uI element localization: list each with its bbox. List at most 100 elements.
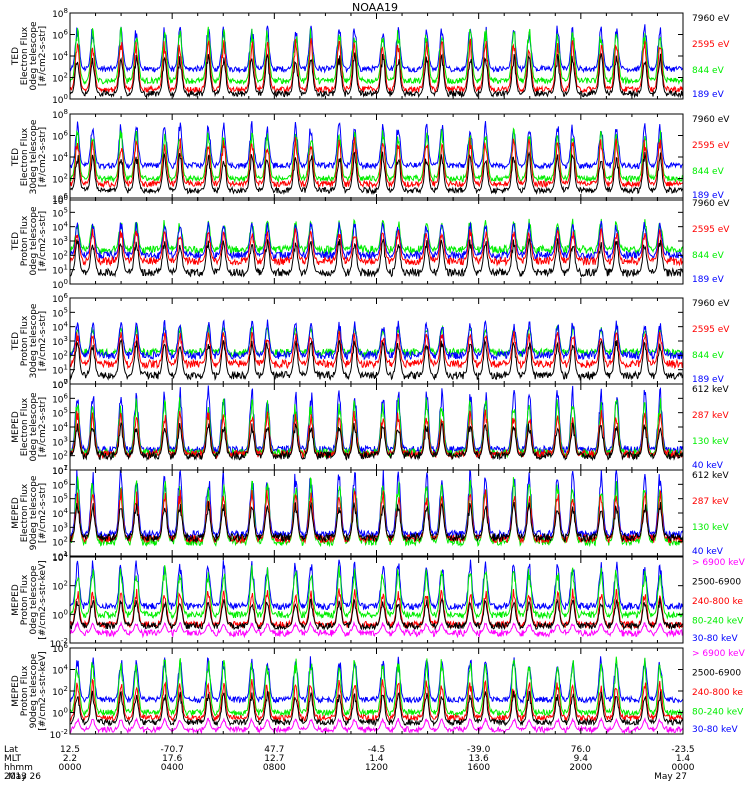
legend-label: 189 eV	[692, 275, 725, 285]
y-tick-label: 100	[52, 93, 68, 106]
x-tick-label: 0000	[672, 763, 695, 773]
x-tick-label: 1.4	[369, 754, 384, 764]
x-row-label: 2013	[4, 772, 27, 782]
y-axis-label-line: TED	[11, 232, 21, 251]
series-line-30-80-kev	[69, 559, 684, 612]
y-tick-label: 105	[52, 493, 68, 506]
y-tick-label: 105	[52, 206, 68, 219]
legend-label: 80-240 keV	[692, 708, 744, 718]
y-tick-label: 104	[52, 664, 68, 677]
y-axis-label-line: 90deg telescope	[29, 475, 39, 550]
legend-label: 287 keV	[692, 411, 729, 421]
y-tick-label: 104	[52, 421, 68, 434]
y-tick-label: 102	[52, 249, 68, 262]
y-tick-label: 104	[52, 151, 68, 164]
y-axis-label: TEDElectron Flux30deg telescope[#/cm2-s-…	[11, 119, 48, 194]
y-tick-label: 104	[52, 321, 68, 334]
series-line-80-240-kev	[69, 656, 684, 718]
y-tick-label: 102	[52, 349, 68, 362]
y-axis-label-line: Electron Flux	[20, 397, 30, 456]
y-tick-label: 105	[52, 306, 68, 319]
legend-label: 7960 eV	[692, 299, 730, 309]
y-axis-label-line: 90deg telescope	[29, 653, 39, 728]
y-tick-label: 103	[52, 235, 68, 248]
series-line-189-ev	[69, 319, 684, 362]
x-tick-label: 12.5	[60, 745, 80, 755]
legend-label: 844 eV	[692, 251, 725, 261]
panel-1: 100 102 104 106 108 TEDElectron Flux0deg tele…	[11, 7, 730, 106]
y-axis-label-line: TED	[11, 332, 21, 351]
y-axis-label-line: TED	[11, 47, 21, 66]
y-tick-label: 106	[52, 392, 68, 405]
series-line-80-240-kev	[69, 565, 684, 621]
y-tick-label: 104	[52, 50, 68, 63]
y-tick-label: 106	[52, 29, 68, 42]
x-tick-label: 0800	[263, 763, 286, 773]
legend-label: 844 eV	[692, 66, 725, 76]
x-tick-label: -39.0	[467, 745, 491, 755]
y-tick-label: 100	[52, 278, 68, 291]
y-tick-label: 103	[52, 521, 68, 534]
y-axis-label-line: 0deg telescope	[29, 21, 39, 91]
x-row-label: Lat	[4, 745, 19, 755]
y-tick-label: 101	[52, 364, 68, 377]
legend-label: 240-800 ke	[692, 688, 743, 698]
x-tick-label: 2000	[569, 763, 592, 773]
series-line-2595-ev	[69, 136, 684, 189]
series-line-844-ev	[69, 127, 684, 184]
x-tick-label: 9.4	[574, 754, 589, 764]
y-axis-label-line: 0deg telescope	[29, 565, 39, 635]
y-axis-label-line: [#/cm2-s-str]	[38, 397, 48, 457]
y-axis-label-line: MEPED	[11, 584, 21, 616]
x-tick-label: 1200	[365, 763, 388, 773]
legend-label: 30-80 keV	[692, 634, 738, 644]
y-tick-label: 107	[52, 378, 68, 391]
series-line-2500-6900	[69, 690, 684, 727]
series-line-2595-ev	[69, 228, 684, 267]
y-tick-label: 108	[52, 108, 68, 121]
x-tick-label: 17.6	[162, 754, 182, 764]
legend-label: 30-80 keV	[692, 725, 738, 735]
x-tick-label: 13.6	[469, 754, 489, 764]
y-axis-label: TEDElectron Flux0deg telescope[#/cm2-s-s…	[11, 21, 48, 91]
series-line-189-ev	[69, 121, 684, 171]
y-axis-label-line: MEPED	[11, 411, 21, 443]
legend-label: 40 keV	[692, 547, 724, 557]
y-axis-label-line: [#/cm2-s-str]	[38, 127, 48, 187]
series-line-2595-ev	[69, 38, 684, 95]
y-axis-label-line: Electron Flux	[20, 483, 30, 542]
y-axis-label-line: TED	[11, 148, 21, 167]
x-tick-label: 47.7	[264, 745, 284, 755]
y-tick-label: 104	[52, 507, 68, 520]
legend-label: 2595 eV	[692, 141, 730, 151]
y-axis-label-line: 0deg telescope	[29, 206, 39, 276]
y-tick-label: 106	[52, 292, 68, 305]
y-tick-label: 106	[52, 192, 68, 205]
y-tick-label: 101	[52, 264, 68, 277]
legend-label: 189 eV	[692, 90, 725, 100]
legend-label: 80-240 keV	[692, 617, 744, 627]
x-row-label: hhmm	[4, 763, 33, 773]
legend-label: 612 keV	[692, 471, 729, 481]
legend-label: 130 keV	[692, 523, 729, 533]
legend-label: 240-800 ke	[692, 597, 743, 607]
y-tick-label: 102	[52, 450, 68, 463]
x-tick-label: 76.0	[571, 745, 591, 755]
y-tick-label: 104	[52, 221, 68, 234]
legend-label: 130 keV	[692, 437, 729, 447]
y-tick-label: 100	[52, 707, 68, 720]
y-axis-label-line: MEPED	[11, 675, 21, 707]
y-axis-label-line: [#/cm2-s-str-keV]	[38, 651, 48, 730]
y-tick-label: 107	[52, 464, 68, 477]
y-tick-label: 102	[52, 685, 68, 698]
series-line-2595-ev	[69, 330, 684, 370]
legend-label: 2595 eV	[692, 225, 730, 235]
x-tick-label: 1600	[467, 763, 490, 773]
y-axis-label: TEDProton Flux30deg telescope[#/cm2-s-st…	[11, 303, 48, 378]
x-tick-label: 2.2	[63, 754, 77, 764]
y-tick-label: 102	[52, 580, 68, 593]
